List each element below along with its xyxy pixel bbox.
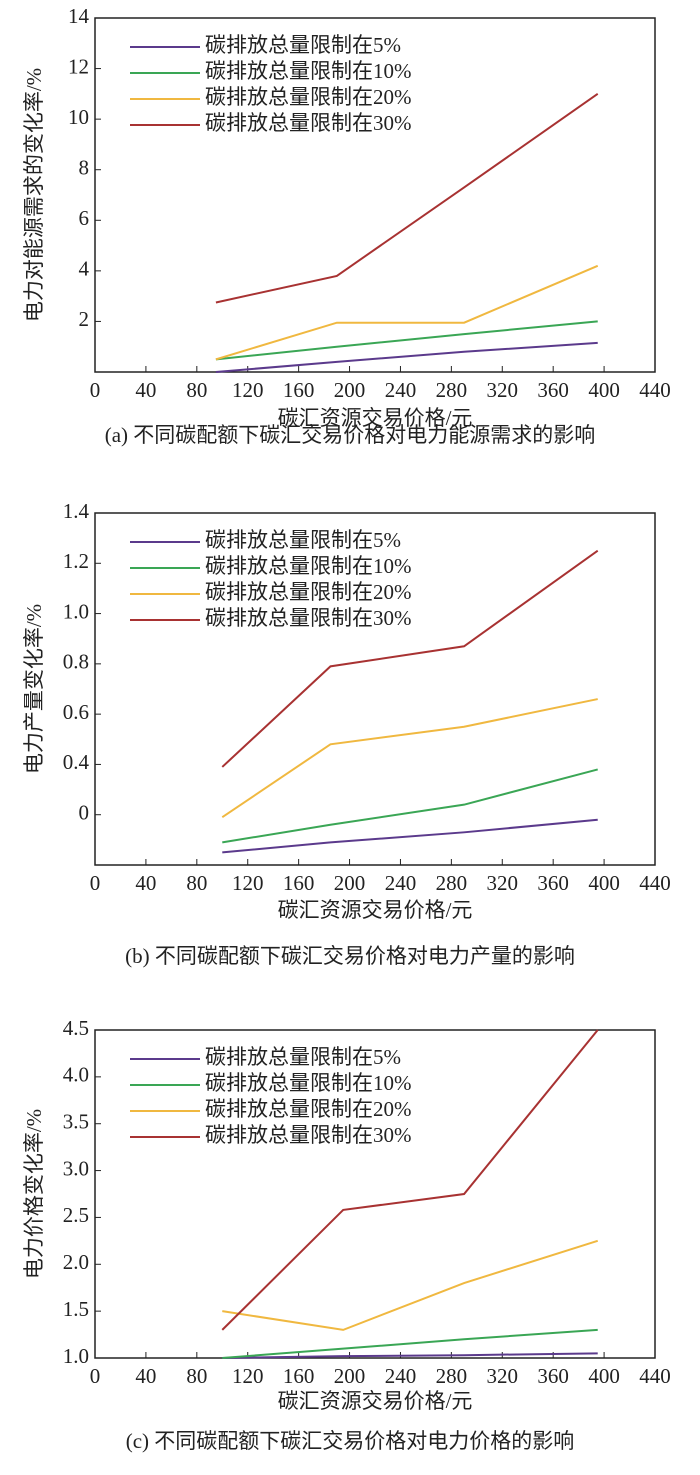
y-tick-label: 10 <box>68 105 89 129</box>
legend-label: 碳排放总量限制在20% <box>205 85 412 109</box>
y-tick-label: 4.5 <box>63 1016 89 1040</box>
y-tick-label: 0.8 <box>63 650 89 674</box>
x-tick-label: 120 <box>232 1364 264 1388</box>
y-tick-label: 0.6 <box>63 700 89 724</box>
x-tick-label: 400 <box>588 871 620 895</box>
x-tick-label: 280 <box>436 378 468 402</box>
x-axis-label: 碳汇资源交易价格/元 <box>278 898 473 922</box>
series-line <box>215 93 599 304</box>
y-tick-label: 4 <box>79 257 90 281</box>
y-tick-label: 1.0 <box>63 1344 89 1368</box>
x-tick-label: 200 <box>334 378 366 402</box>
x-tick-label: 0 <box>90 1364 101 1388</box>
series-line <box>215 320 598 361</box>
y-tick-label: 3.5 <box>63 1110 89 1134</box>
caption: (b) 不同碳配额下碳汇交易价格对电力产量的影响 <box>125 944 575 968</box>
plot-frame <box>94 17 656 373</box>
x-tick-label: 400 <box>588 378 620 402</box>
y-axis-label: 电力产量变化率/% <box>22 604 46 774</box>
x-tick-label: 240 <box>385 1364 417 1388</box>
y-tick-label: 3.0 <box>63 1156 89 1180</box>
y-tick-label: 8 <box>79 156 90 180</box>
x-tick-label: 440 <box>639 378 671 402</box>
legend-label: 碳排放总量限制在5% <box>205 33 401 57</box>
x-tick-label: 160 <box>283 871 315 895</box>
legend-label: 碳排放总量限制在20% <box>205 580 412 604</box>
x-tick-label: 320 <box>487 378 519 402</box>
x-tick-label: 200 <box>334 871 366 895</box>
legend-label: 碳排放总量限制在5% <box>205 528 401 552</box>
x-tick-label: 160 <box>283 378 315 402</box>
x-tick-label: 360 <box>537 378 569 402</box>
legend-label: 碳排放总量限制在30% <box>205 111 412 135</box>
series-line <box>222 1328 598 1359</box>
x-tick-label: 440 <box>639 871 671 895</box>
x-tick-label: 320 <box>487 871 519 895</box>
x-tick-label: 360 <box>537 871 569 895</box>
y-axis-label: 电力对能源需求的变化率/% <box>22 68 46 322</box>
legend-label: 碳排放总量限制在20% <box>205 1097 412 1121</box>
y-tick-label: 1.0 <box>63 599 89 623</box>
series-line <box>222 1352 598 1359</box>
x-tick-label: 160 <box>283 1364 315 1388</box>
series-line <box>215 341 598 373</box>
y-axis-label: 电力价格变化率/% <box>22 1109 46 1279</box>
plot-frame <box>94 512 656 866</box>
series-line <box>215 264 599 361</box>
x-axis-label: 碳汇资源交易价格/元 <box>278 406 473 430</box>
series-line <box>221 1029 599 1331</box>
y-tick-label: 12 <box>68 54 89 78</box>
y-tick-label: 14 <box>68 4 90 28</box>
x-axis-label: 碳汇资源交易价格/元 <box>278 1389 473 1413</box>
x-tick-label: 80 <box>186 871 207 895</box>
x-tick-label: 80 <box>186 1364 207 1388</box>
y-tick-label: 2 <box>79 307 90 331</box>
x-tick-label: 0 <box>90 871 101 895</box>
x-tick-label: 240 <box>385 871 417 895</box>
x-tick-label: 360 <box>537 1364 569 1388</box>
x-tick-label: 240 <box>385 378 417 402</box>
y-tick-label: 0.4 <box>63 750 90 774</box>
series-line <box>222 818 598 854</box>
legend-label: 碳排放总量限制在30% <box>205 1123 412 1147</box>
legend-label: 碳排放总量限制在10% <box>205 59 412 83</box>
x-tick-label: 200 <box>334 1364 366 1388</box>
y-tick-label: 4.0 <box>63 1063 89 1087</box>
y-tick-label: 6 <box>79 206 90 230</box>
y-tick-label: 2.0 <box>63 1250 89 1274</box>
legend-label: 碳排放总量限制在10% <box>205 1071 412 1095</box>
y-tick-label: 0 <box>79 801 90 825</box>
x-tick-label: 120 <box>232 378 264 402</box>
caption: (c) 不同碳配额下碳汇交易价格对电力价格的影响 <box>126 1429 575 1453</box>
series-line <box>222 768 598 844</box>
series-line <box>221 698 598 819</box>
caption: (a) 不同碳配额下碳汇交易价格对电力能源需求的影响 <box>105 423 596 447</box>
x-tick-label: 40 <box>135 1364 156 1388</box>
x-tick-label: 40 <box>135 378 156 402</box>
series-line <box>222 1239 599 1331</box>
legend-label: 碳排放总量限制在30% <box>205 606 412 630</box>
x-tick-label: 40 <box>135 871 156 895</box>
x-tick-label: 440 <box>639 1364 671 1388</box>
y-tick-label: 1.4 <box>63 499 90 523</box>
x-tick-label: 280 <box>436 871 468 895</box>
y-tick-label: 2.5 <box>63 1203 89 1227</box>
x-tick-label: 280 <box>436 1364 468 1388</box>
y-tick-label: 1.2 <box>63 549 89 573</box>
x-tick-label: 80 <box>186 378 207 402</box>
legend-label: 碳排放总量限制在5% <box>205 1045 401 1069</box>
x-tick-label: 120 <box>232 871 264 895</box>
series-line <box>221 549 599 768</box>
x-tick-label: 400 <box>588 1364 620 1388</box>
x-tick-label: 320 <box>487 1364 519 1388</box>
plot-frame <box>94 1029 656 1359</box>
legend-label: 碳排放总量限制在10% <box>205 554 412 578</box>
x-tick-label: 0 <box>90 378 101 402</box>
y-tick-label: 1.5 <box>63 1297 89 1321</box>
